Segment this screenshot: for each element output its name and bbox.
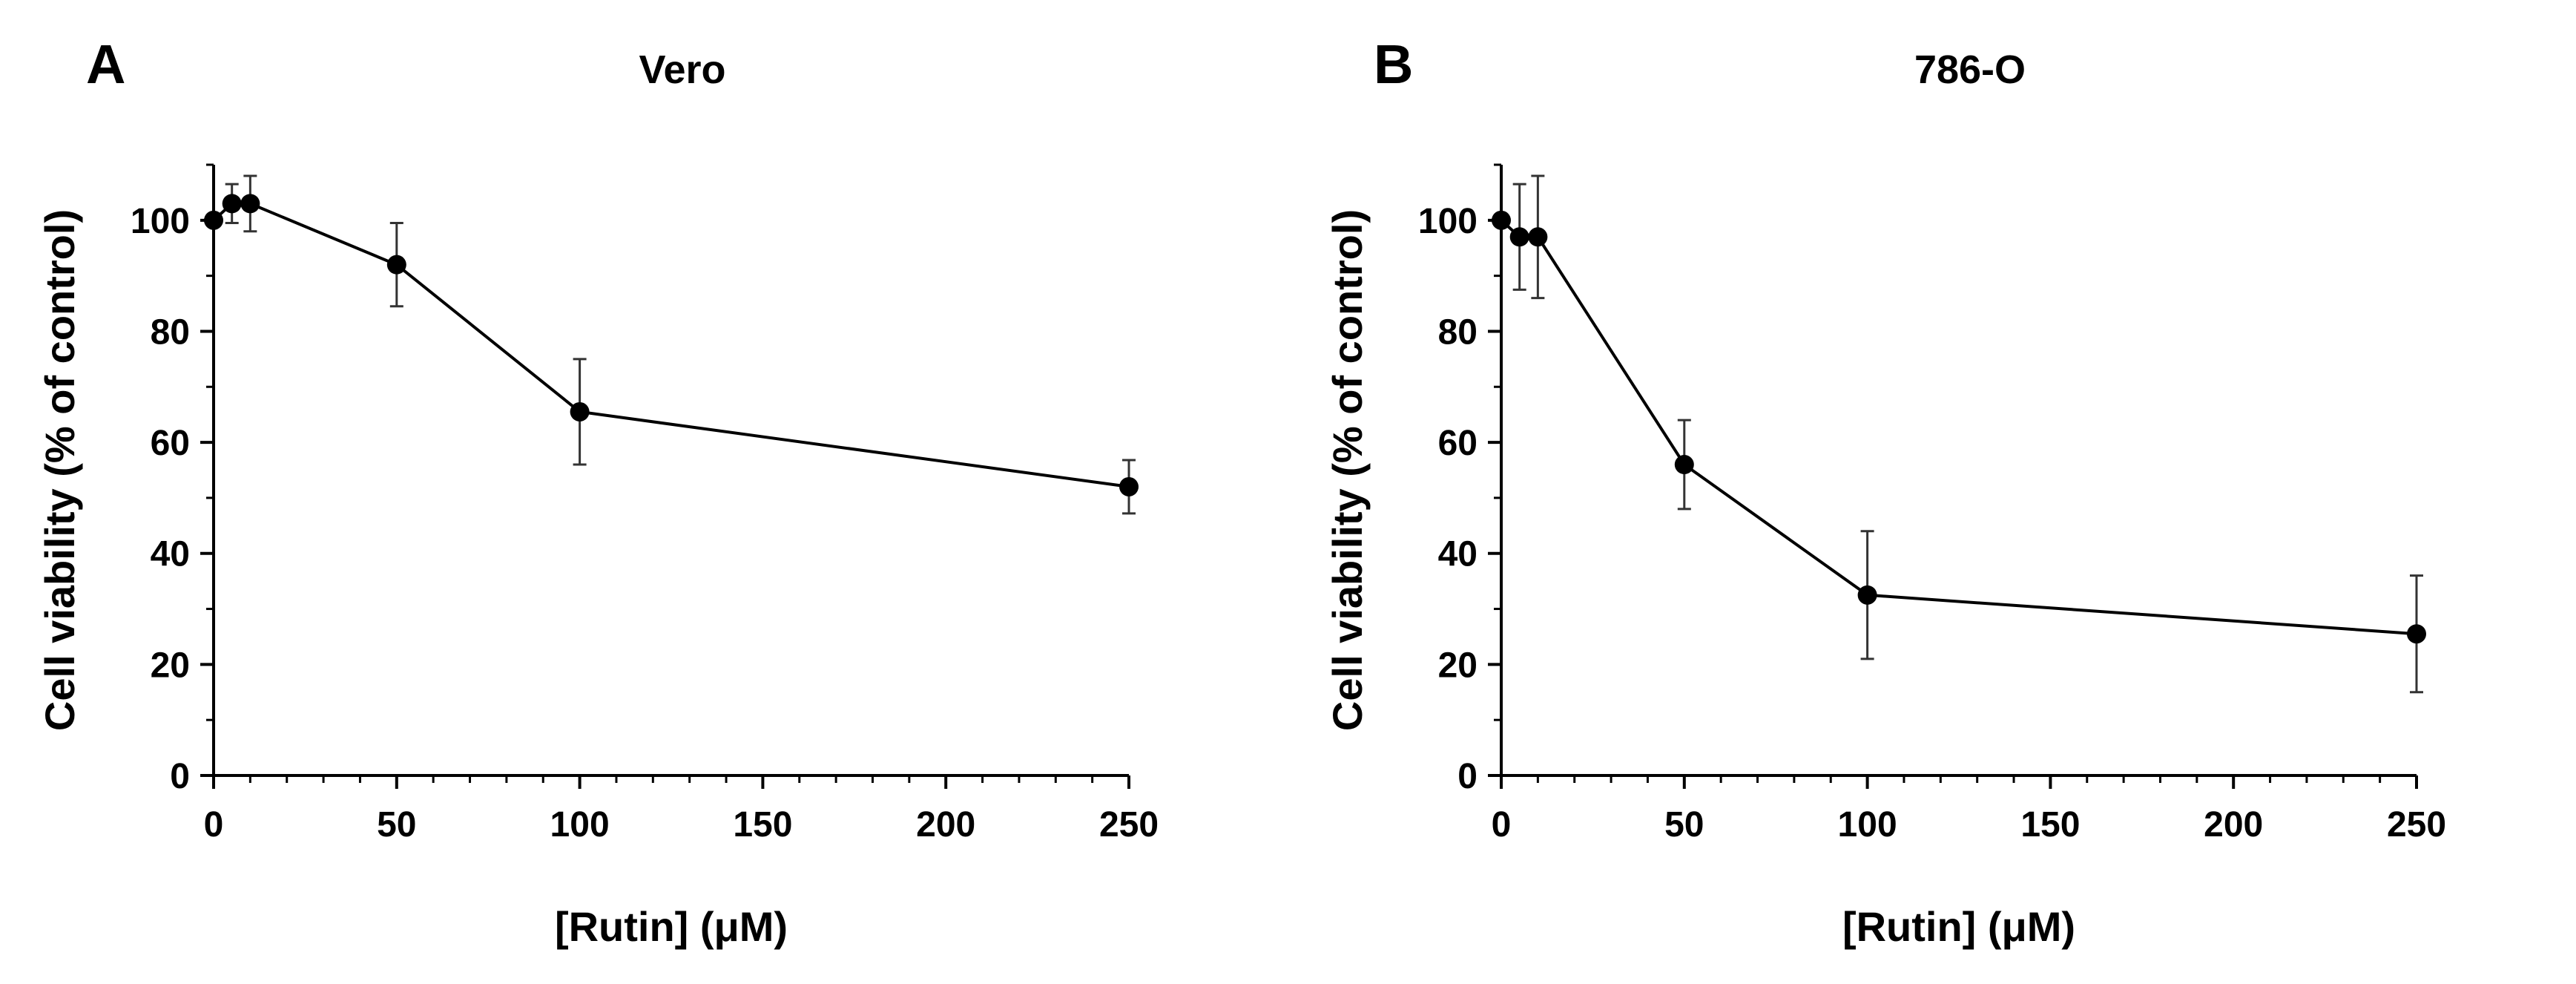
data-point-a [570, 401, 590, 422]
x-axis-label-a: [Rutin] (μM) [555, 903, 788, 950]
x-tick-label-b: 200 [2204, 805, 2263, 844]
data-point-b [2407, 624, 2426, 644]
x-tick-label-a: 0 [204, 805, 224, 844]
chart-panel-b: B 786-O 0 20 40 60 80 100 0 50 100 150 200 250 [Rutin]… [1324, 33, 2446, 950]
x-tick-label-b: 250 [2387, 805, 2446, 844]
data-point-b [1492, 210, 1511, 230]
data-point-a [240, 194, 260, 214]
x-tick-label-a: 200 [916, 805, 975, 844]
y-tick-label-b: 0 [1457, 757, 1478, 796]
y-tick-label-b: 80 [1438, 312, 1478, 352]
data-point-b [1674, 455, 1694, 475]
data-point-a [222, 194, 242, 214]
y-tick-label-b: 60 [1438, 424, 1478, 463]
y-axis-label-a: Cell viability (% of control) [36, 209, 83, 731]
y-tick-label-a: 100 [131, 202, 190, 241]
x-axis-label-b: [Rutin] (μM) [1842, 903, 2075, 950]
y-tick-label-a: 60 [151, 424, 190, 463]
y-tick-label-a: 0 [170, 757, 190, 796]
y-tick-label-b: 40 [1438, 535, 1478, 574]
x-tick-label-a: 50 [377, 805, 416, 844]
x-tick-label-b: 0 [1492, 805, 1512, 844]
y-tick-label-b: 20 [1438, 646, 1478, 685]
y-tick-label-a: 20 [151, 646, 190, 685]
chart-title-b: 786-O [1914, 47, 2026, 92]
x-tick-label-a: 250 [1099, 805, 1159, 844]
data-point-b [1509, 227, 1529, 247]
panel-label-a: A [86, 33, 125, 95]
x-tick-label-a: 150 [733, 805, 792, 844]
data-point-a [1119, 476, 1139, 496]
y-tick-label-b: 100 [1418, 202, 1478, 241]
data-point-b [1528, 227, 1548, 247]
data-point-b [1857, 585, 1877, 605]
chart-title-a: Vero [639, 47, 725, 92]
y-tick-label-a: 40 [151, 535, 190, 574]
data-point-a [386, 255, 406, 275]
y-axis-label-b: Cell viability (% of control) [1324, 209, 1371, 731]
x-tick-label-b: 50 [1664, 805, 1704, 844]
series-line-a [212, 202, 1130, 488]
chart-panel-a: A Vero 0 20 40 60 80 100 0 50 100 150 200 250 [Rutin] … [36, 33, 1159, 950]
panel-label-b: B [1374, 33, 1413, 95]
series-line-b [1500, 219, 2417, 636]
x-tick-label-b: 150 [2020, 805, 2080, 844]
x-tick-label-b: 100 [1838, 805, 1897, 844]
y-tick-label-a: 80 [151, 312, 190, 352]
data-point-a [204, 210, 223, 230]
x-tick-label-a: 100 [550, 805, 610, 844]
